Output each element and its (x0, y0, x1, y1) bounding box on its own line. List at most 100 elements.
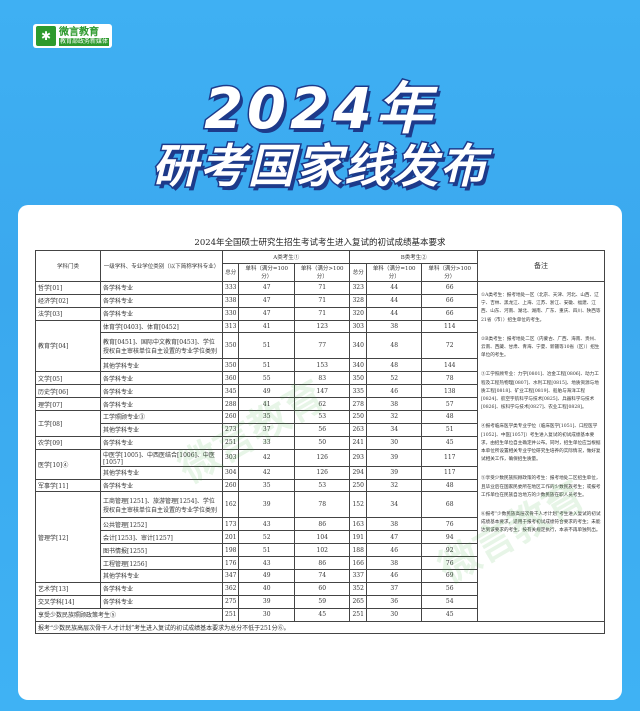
header-a-total: 总分 (221, 262, 240, 282)
a-score-cell: 51 (238, 358, 295, 373)
b-score-cell: 30 (365, 435, 423, 450)
remark-note: ⑥报考“少数民族高层次骨干人才计划”考生进入复试的初试成绩基本要求，适用于报考初… (481, 511, 601, 534)
b-score-cell: 340 (349, 332, 367, 360)
subject-cell: 工学照顾专业③ (100, 410, 223, 424)
a-score-cell: 347 (221, 569, 240, 583)
b-score-cell: 34 (365, 422, 423, 437)
table-row: 公共管理[1252] 173 43 86 163 38 76 (36, 517, 605, 532)
a-score-cell: 60 (293, 581, 351, 596)
a-score-cell: 350 (221, 332, 240, 360)
a-score-cell: 51 (238, 332, 295, 360)
b-score-cell: 76 (421, 517, 478, 532)
b-score-cell: 114 (421, 319, 478, 334)
b-score-cell: 92 (421, 543, 478, 558)
category-cell: 军事学[11] (35, 478, 101, 493)
minority-label: 享受少数民族照顾政策考生⑤ (35, 607, 223, 622)
a-score-cell: 71 (293, 280, 351, 295)
b-score-cell: 294 (349, 465, 367, 480)
table-caption: 2024年全国硕士研究生招生考试考生进入复试的初试成绩基本要求 (194, 238, 446, 248)
a-score-cell: 260 (221, 410, 240, 424)
a-score-cell: 47 (238, 280, 295, 295)
table-row: 其他学科专业 304 42 126 294 39 117 (36, 465, 605, 480)
b-score-cell: 328 (349, 293, 367, 308)
a-score-cell: 62 (293, 397, 351, 412)
b-score-cell: 335 (349, 384, 367, 399)
b-score-cell: 166 (349, 556, 367, 571)
b-score-cell: 57 (421, 397, 478, 412)
a-score-cell: 59 (293, 594, 351, 609)
a-score-cell: 56 (293, 422, 351, 437)
category-cell: 理学[07] (35, 397, 101, 412)
b-score-cell: 138 (421, 384, 478, 399)
category-cell: 文学[05] (35, 371, 101, 386)
subject-cell: 其他学科专业 (100, 422, 223, 437)
table-row: 图书情报[1255] 198 51 102 188 46 92 (36, 543, 605, 558)
a-score-cell: 77 (293, 332, 351, 360)
header-remarks: 备注 (477, 250, 605, 282)
a-score-cell: 350 (221, 358, 240, 373)
subject-cell: 各学科专业 (100, 293, 223, 308)
a-score-cell: 275 (221, 594, 240, 609)
subject-cell: 各学科专业 (100, 280, 223, 295)
a-score-cell: 126 (293, 465, 351, 480)
b-score-cell: 45 (421, 435, 478, 450)
logo: ✱ 微言教育 教育部政务新媒体 (33, 24, 113, 48)
a-score-cell: 43 (238, 556, 295, 571)
b-score-cell: 340 (349, 358, 367, 373)
category-cell: 管理学[12] (35, 491, 101, 583)
category-cell: 医学[10]④ (35, 448, 101, 480)
b-score-cell: 52 (365, 371, 423, 386)
b-score-cell: 188 (349, 543, 367, 558)
a-score-cell: 198 (221, 543, 240, 558)
b-score-cell: 66 (421, 306, 478, 321)
a-score-cell: 83 (293, 371, 351, 386)
a-score-cell: 47 (238, 306, 295, 321)
subject-cell: 其他学科专业 (100, 569, 223, 583)
a-score-cell: 173 (221, 517, 240, 532)
a-score-cell: 42 (238, 465, 295, 480)
a-score-cell: 162 (221, 491, 240, 519)
category-cell: 法学[03] (35, 306, 101, 321)
category-cell: 历史学[06] (35, 384, 101, 399)
b-score-cell: 117 (421, 448, 478, 467)
header-b-single-gt100: 单科（满分>100分） (421, 262, 478, 282)
a-score-cell: 71 (293, 293, 351, 308)
subject-cell: 各学科专业 (100, 397, 223, 412)
score-table: 学科门类 一级学科、专业学位类别（以下简称学科专业） A类考生① B类考生② 备… (35, 250, 605, 635)
b-score-cell: 48 (365, 332, 423, 360)
a-score-cell: 251 (221, 607, 240, 622)
header-subject: 一级学科、专业学位类别（以下简称学科专业） (100, 250, 223, 282)
header-category: 学科门类 (35, 250, 101, 282)
a-score-cell: 102 (293, 543, 351, 558)
b-score-cell: 45 (421, 607, 478, 622)
b-score-cell: 350 (349, 371, 367, 386)
a-score-cell: 39 (238, 491, 295, 519)
subject-cell: 体育学[0403]、体育[0452] (100, 319, 223, 334)
b-score-cell: 38 (365, 319, 423, 334)
a-score-cell: 288 (221, 397, 240, 412)
b-score-cell: 44 (365, 293, 423, 308)
leaf-logo-icon: ✱ (36, 26, 56, 46)
a-score-cell: 35 (238, 410, 295, 424)
b-score-cell: 163 (349, 517, 367, 532)
header-b-group: B类考生② (349, 250, 478, 264)
a-score-cell: 360 (221, 371, 240, 386)
a-score-cell: 55 (238, 371, 295, 386)
b-score-cell: 38 (365, 517, 423, 532)
b-score-cell: 38 (365, 397, 423, 412)
b-score-cell: 44 (365, 306, 423, 321)
remark-note: ⑤享受少数民族照顾政策的考生：报考地处二区招生单位，且毕业后在国家民委所在地区工… (481, 476, 601, 498)
a-score-cell: 330 (221, 306, 240, 321)
remark-note: ③工学照顾专业：力学[0801]、冶金工程[0806]、动力工程及工程热物理[0… (481, 372, 599, 411)
a-score-cell: 53 (293, 410, 351, 424)
header-a-single-gt100: 单科（满分>100分） (293, 262, 351, 282)
logo-subtitle: 教育部政务新媒体 (59, 37, 110, 46)
subject-cell: 工程管理[1256] (100, 556, 223, 571)
header-b-total: 总分 (349, 262, 367, 282)
b-score-cell: 46 (365, 569, 423, 583)
b-score-cell: 48 (421, 478, 478, 493)
subject-cell: 各学科专业 (100, 594, 223, 609)
poster-title: 研考国家线发布 (151, 138, 488, 195)
a-score-cell: 313 (221, 319, 240, 334)
a-score-cell: 273 (221, 422, 240, 437)
